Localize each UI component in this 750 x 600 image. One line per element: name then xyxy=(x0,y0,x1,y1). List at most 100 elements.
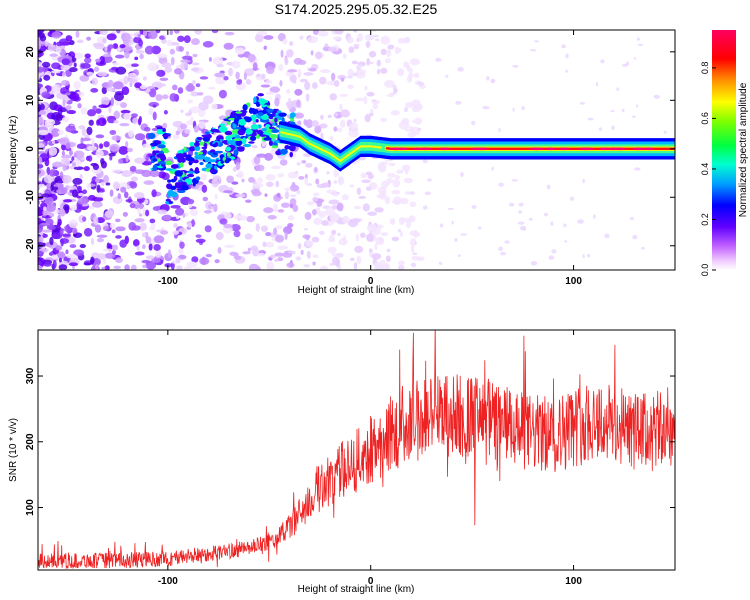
noise-blob xyxy=(334,80,340,87)
noise-blob xyxy=(257,30,268,36)
noise-blob xyxy=(315,51,323,60)
noise-blob xyxy=(223,223,233,229)
noise-speck xyxy=(593,214,596,219)
noise-blob xyxy=(145,236,152,244)
noise-speck xyxy=(409,191,415,195)
noise-blob xyxy=(169,48,176,55)
noise-blob xyxy=(257,252,265,257)
y-tick-label: -20 xyxy=(25,238,36,253)
colorbar-ticks: 0.0 0.2 0.4 0.6 0.8 xyxy=(700,62,716,276)
noise-blob xyxy=(143,180,155,185)
noise-blob xyxy=(267,214,277,220)
noise-speck xyxy=(445,74,449,78)
ridge-blob xyxy=(202,149,207,155)
noise-speck xyxy=(435,57,442,62)
noise-blob xyxy=(311,82,318,89)
noise-blob xyxy=(73,62,77,68)
noise-speck xyxy=(621,108,625,113)
noise-blob xyxy=(392,178,401,188)
noise-blob xyxy=(95,177,100,184)
noise-blob xyxy=(71,161,77,167)
y-tick-label: 100 xyxy=(25,499,36,516)
noise-blob xyxy=(139,53,144,60)
noise-blob xyxy=(175,257,181,264)
snr-y-axis-label: SNR (10 * v/v) xyxy=(8,418,19,482)
noise-blob xyxy=(109,155,113,161)
colorbar-tick-label: 0.6 xyxy=(700,112,710,125)
noise-blob xyxy=(320,69,331,74)
noise-blob xyxy=(243,72,248,81)
ridge-blob xyxy=(225,135,232,141)
noise-blob xyxy=(147,62,158,72)
noise-blob xyxy=(166,39,173,47)
noise-blob xyxy=(148,88,157,98)
noise-blob xyxy=(354,45,359,50)
noise-blob xyxy=(76,143,87,150)
noise-blob xyxy=(173,68,183,75)
noise-blob xyxy=(82,189,88,195)
noise-blob xyxy=(260,225,268,232)
noise-blob xyxy=(302,234,311,239)
noise-blob xyxy=(231,181,239,185)
noise-blob xyxy=(75,30,80,38)
noise-blob xyxy=(403,61,409,68)
noise-blob xyxy=(366,57,371,66)
noise-speck xyxy=(455,100,462,105)
ridge-blob xyxy=(170,191,178,198)
noise-blob xyxy=(152,206,162,212)
noise-blob xyxy=(303,72,314,76)
noise-blob xyxy=(38,208,43,216)
ridge-blob xyxy=(170,178,177,183)
noise-speck xyxy=(511,179,519,182)
ridge-blob xyxy=(235,111,243,114)
colorbar-tick-label: 0.8 xyxy=(700,62,710,75)
noise-blob xyxy=(340,119,346,128)
noise-blob xyxy=(380,232,389,237)
noise-blob xyxy=(99,143,104,149)
noise-blob xyxy=(388,162,396,167)
noise-blob xyxy=(287,69,298,73)
noise-blob xyxy=(39,34,47,42)
noise-blob xyxy=(91,252,100,259)
noise-blob xyxy=(405,219,412,229)
noise-blob xyxy=(128,221,137,231)
noise-blob xyxy=(198,108,206,118)
ridge-peak xyxy=(607,147,619,151)
noise-blob xyxy=(187,99,193,104)
noise-blob xyxy=(252,183,264,188)
y-tick-label: 300 xyxy=(25,367,36,384)
noise-speck xyxy=(294,170,299,174)
ridge-blob xyxy=(189,145,196,152)
noise-blob xyxy=(60,187,68,195)
noise-blob xyxy=(101,86,108,95)
noise-blob xyxy=(289,203,293,209)
noise-blob xyxy=(189,106,200,114)
x-tick-label: -100 xyxy=(158,576,178,587)
noise-speck xyxy=(563,240,568,243)
ridge-blob xyxy=(228,117,236,121)
noise-blob xyxy=(251,191,262,197)
noise-blob xyxy=(176,265,183,270)
noise-blob xyxy=(319,76,327,85)
noise-speck xyxy=(508,202,515,207)
noise-speck xyxy=(356,38,360,43)
noise-blob xyxy=(180,109,184,113)
ridge-blob xyxy=(166,191,171,198)
ridge-blob xyxy=(199,161,204,166)
noise-blob xyxy=(171,84,178,91)
noise-blob xyxy=(177,254,187,260)
noise-blob xyxy=(244,233,253,240)
noise-blob xyxy=(287,215,295,221)
ridge-blob xyxy=(224,159,230,164)
snr-x-axis-label: Height of straight line (km) xyxy=(298,584,415,595)
noise-blob xyxy=(102,248,114,252)
noise-blob xyxy=(97,189,105,193)
ridge-blob xyxy=(194,151,198,156)
noise-speck xyxy=(611,125,615,131)
noise-blob xyxy=(354,97,365,102)
noise-speck xyxy=(412,252,418,256)
noise-blob xyxy=(69,166,74,170)
noise-speck xyxy=(457,254,461,257)
noise-blob xyxy=(399,231,403,237)
ridge-blob xyxy=(187,171,196,174)
